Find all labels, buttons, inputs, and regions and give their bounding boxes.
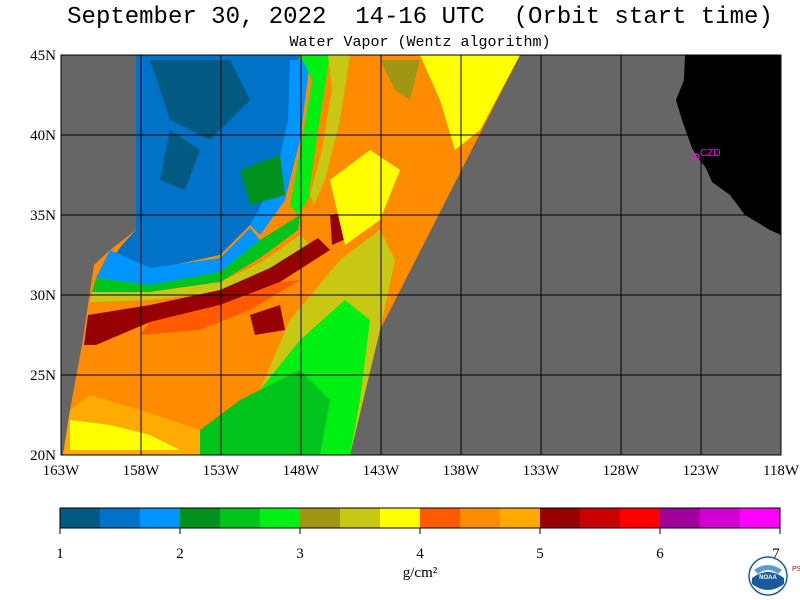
colorbar-tick-label: 5: [536, 546, 544, 562]
colorbar-swatch: [380, 508, 421, 528]
noaa-logo: NOAA: [748, 556, 788, 596]
colorbar-swatch: [700, 508, 741, 528]
colorbar-swatch: [500, 508, 541, 528]
green-patch: [240, 155, 285, 205]
colorbar-swatch: [220, 508, 261, 528]
colorbar-swatch: [580, 508, 621, 528]
band-green: [92, 215, 300, 292]
colorbar-swatch: [260, 508, 301, 528]
lon-label: 133W: [523, 463, 561, 479]
band-darkred: [84, 238, 330, 345]
colorbar-tick-label: 2: [176, 546, 184, 562]
lat-label: 45N: [30, 48, 56, 64]
longitude-labels: 163W 158W 153W 148W 143W 138W 133W 128W 123W 118W: [43, 463, 800, 479]
colorbar-tick-label: 4: [416, 546, 424, 562]
dry-region-darkblue-2: [160, 130, 200, 190]
band-lightblue: [96, 228, 260, 285]
colorbar-swatch: [300, 508, 341, 528]
psl-mark: PSL: [792, 566, 800, 573]
lon-label: 128W: [603, 463, 641, 479]
lat-label: 25N: [30, 368, 56, 384]
colorbar-ticks: 1 2 3 4 5 6 7: [56, 528, 781, 562]
lon-label: 148W: [283, 463, 321, 479]
colorbar-swatch: [180, 508, 221, 528]
lon-label: 118W: [763, 463, 800, 479]
dry-region-darkblue: [150, 60, 250, 140]
station-marker: CZD: [692, 148, 721, 161]
colorbar-swatch: [660, 508, 701, 528]
colorbar-swatch: [340, 508, 381, 528]
latitude-labels: 45N 40N 35N 30N 25N 20N: [30, 48, 56, 464]
colorbar-swatch: [740, 508, 781, 528]
lat-label: 40N: [30, 128, 56, 144]
lon-label: 123W: [683, 463, 721, 479]
band-darkred-patch: [250, 305, 285, 335]
colorbar: [59, 507, 781, 529]
lon-label: 153W: [203, 463, 241, 479]
band-yellow-ne: [420, 55, 520, 150]
colorbar-tick-label: 6: [656, 546, 664, 562]
colorbar-swatch: [460, 508, 501, 528]
colorbar-units: g/cm²: [403, 565, 438, 581]
lon-label: 143W: [363, 463, 401, 479]
band-lightblue-north: [250, 60, 310, 235]
region-yellow-mid: [330, 150, 400, 245]
lon-label: 138W: [443, 463, 481, 479]
colorbar-swatch: [620, 508, 661, 528]
svg-text:NOAA: NOAA: [759, 575, 777, 581]
colorbar-tick-label: 1: [56, 546, 64, 562]
page-subtitle: Water Vapor (Wentz algorithm): [289, 34, 551, 51]
colorbar-swatch: [540, 508, 581, 528]
region-green-south: [200, 370, 330, 455]
satellite-swath: [63, 55, 520, 455]
region-yellow-sw: [70, 420, 180, 450]
colorbar-tick-label: 7: [772, 546, 780, 562]
lat-label: 20N: [30, 448, 56, 464]
lon-label: 163W: [43, 463, 81, 479]
colorbar-swatch: [100, 508, 141, 528]
colorbar-swatch: [140, 508, 181, 528]
band-olive-ne: [380, 60, 420, 100]
station-label: CZD: [700, 148, 721, 159]
band-olive-north: [310, 55, 350, 205]
colorbar-swatch: [420, 508, 461, 528]
band-redorange: [140, 280, 300, 335]
map-grid: [61, 55, 781, 455]
lat-label: 30N: [30, 288, 56, 304]
lon-label: 158W: [123, 463, 161, 479]
map-border: [60, 54, 782, 456]
colorbar-swatch: [60, 508, 101, 528]
station-circle: [692, 153, 700, 161]
lat-label: 35N: [30, 208, 56, 224]
map-panel: [61, 55, 781, 455]
dry-region-blue: [110, 55, 300, 270]
page-title: September 30, 2022 14-16 UTC (Orbit star…: [67, 4, 773, 31]
colorbar-tick-label: 3: [296, 546, 304, 562]
land-north-america: [676, 55, 781, 235]
